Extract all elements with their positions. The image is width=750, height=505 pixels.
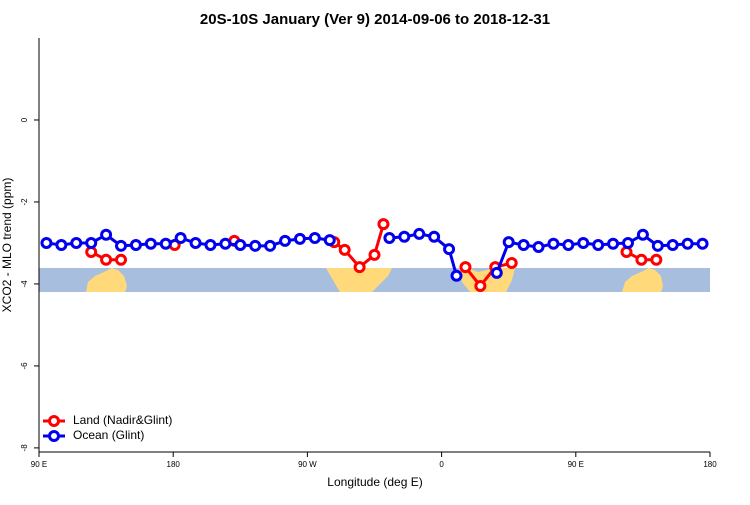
chart-title: 20S-10S January (Ver 9) 2014-09-06 to 20… [200,11,550,28]
data-point [620,245,633,258]
legend: Land (Nadir&Glint)Ocean (Glint) [43,413,172,442]
data-point [502,236,515,249]
data-point [40,236,53,249]
data-point [650,253,663,266]
data-point [681,237,694,250]
legend-label: Ocean (Glint) [73,428,144,442]
land-south-america [326,268,392,292]
data-point [368,248,381,261]
legend-swatch-marker [48,415,60,427]
data-point [547,237,560,250]
data-point [577,236,590,249]
x-axis-label: Longitude (deg E) [327,475,422,489]
y-tick-label: -6 [20,362,29,370]
data-point [450,269,463,282]
data-point [100,253,113,266]
data-point [115,239,128,252]
data-point [219,237,232,250]
data-point [532,241,545,254]
data-point [377,218,390,231]
data-point [234,239,247,251]
y-axis-label: XCO2 - MLO trend (ppm) [0,178,14,313]
data-point [651,239,664,252]
data-point [398,230,411,243]
data-point [279,234,292,247]
data-point [293,232,306,245]
data-point [635,253,648,266]
data-point [592,239,605,251]
data-point [459,261,472,274]
data-point [159,237,172,250]
data-point [115,253,128,266]
data-point [174,232,187,245]
data-point [70,236,83,249]
y-tick-label: -8 [20,444,29,452]
data-point [338,243,351,256]
x-tick-label: 180 [703,460,717,469]
data-point [666,239,679,251]
data-point [323,234,336,247]
data-point [264,239,277,252]
y-tick-label: -4 [20,280,29,288]
land-australia [86,268,127,292]
data-point [129,239,142,251]
data-point [562,239,575,251]
data-point [85,236,98,249]
x-tick-label: 90 E [31,460,47,469]
map-band [39,268,710,292]
x-tick-label: 0 [439,460,444,469]
data-point [621,236,634,249]
data-point [144,237,157,250]
data-point [189,236,202,249]
data-point [249,239,262,252]
x-tick-label: 180 [167,460,181,469]
data-point [636,228,649,241]
data-point [204,239,217,251]
legend-swatch-marker [48,430,60,442]
data-point [428,230,441,243]
data-point [474,279,487,292]
data-point [607,237,620,250]
x-tick-label: 90 E [568,460,584,469]
y-tick-label: 0 [20,117,29,122]
x-tick-label: 90 W [298,460,317,469]
legend-label: Land (Nadir&Glint) [73,413,172,427]
data-point [413,227,426,240]
data-point [505,257,518,270]
series-line [464,261,513,289]
data-point [443,243,456,256]
y-tick-label: -2 [20,198,29,206]
data-point [696,237,709,250]
data-point [490,266,503,279]
data-point [100,228,113,241]
data-point [353,261,366,274]
land-australia-2 [622,268,663,292]
data-point [55,239,68,251]
data-point [517,239,530,251]
data-point [308,232,321,245]
data-point [383,232,396,245]
